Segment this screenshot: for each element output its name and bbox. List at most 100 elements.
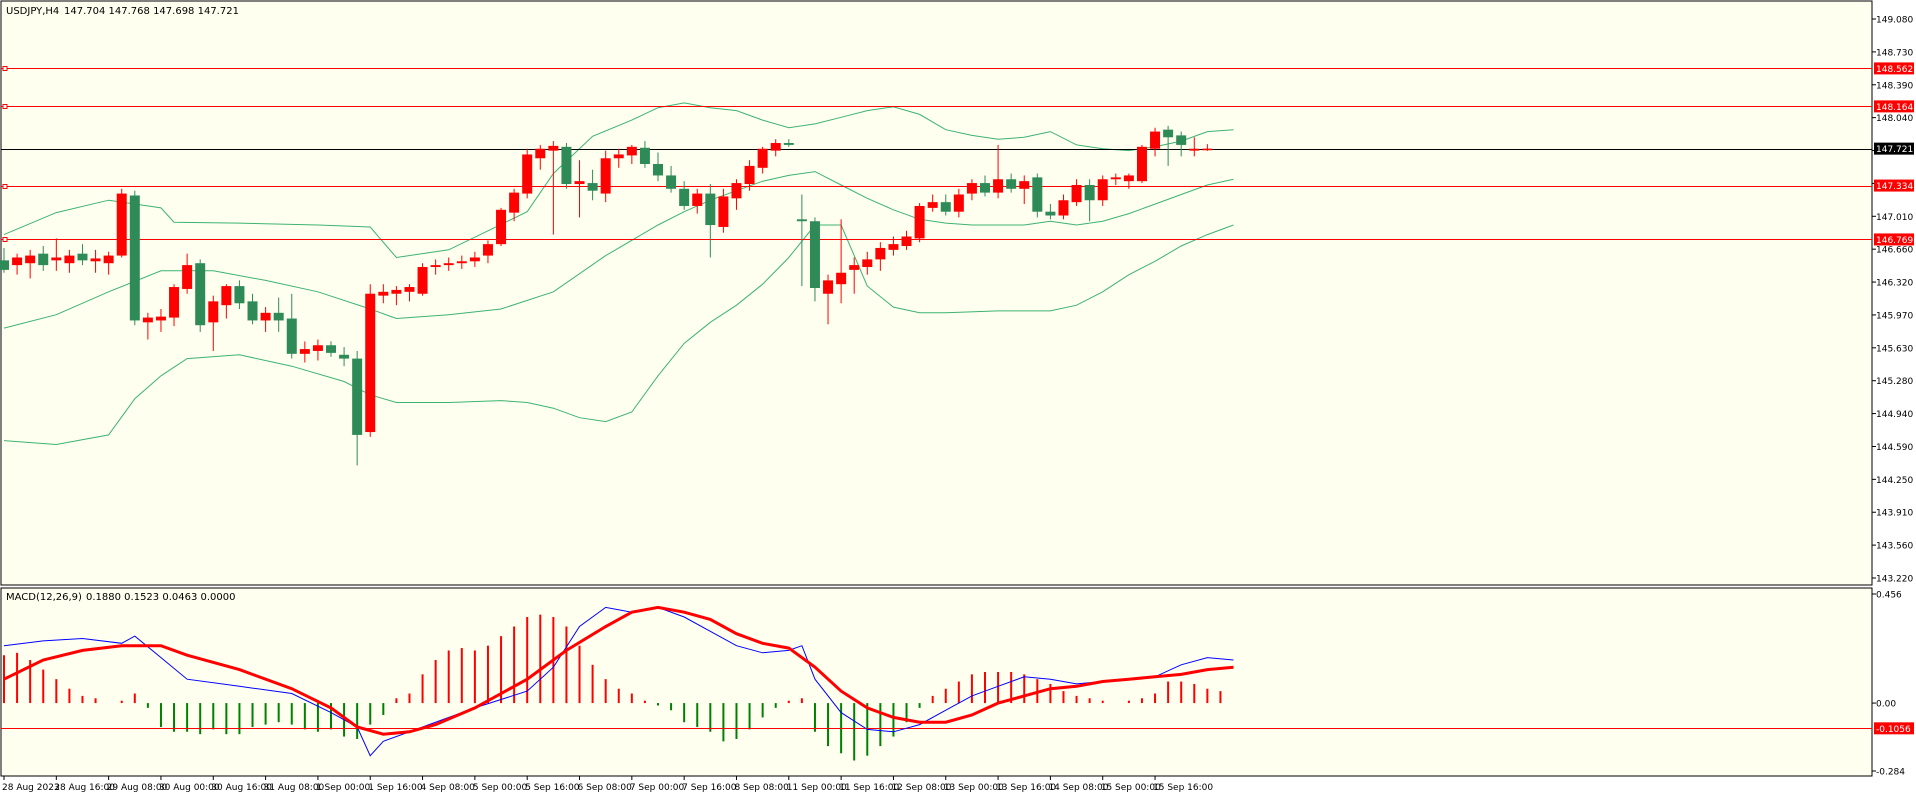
candle — [1071, 179, 1082, 206]
main-chart-area[interactable] — [0, 0, 1873, 586]
price-tick-label: 146.320 — [1876, 279, 1913, 289]
bollinger-bands — [3, 102, 1234, 446]
candle-body — [875, 247, 886, 260]
candle-body — [456, 261, 467, 264]
time-tick-label: 13 Sep 00:00 — [944, 783, 1004, 793]
candle-body — [770, 143, 781, 151]
candle — [1032, 173, 1043, 218]
candle — [1045, 204, 1056, 220]
candle — [796, 194, 807, 287]
candle — [51, 238, 62, 271]
candle-body — [862, 259, 873, 268]
level-4-tag — [1874, 233, 1914, 246]
candle — [823, 274, 834, 325]
candle-body — [535, 148, 546, 159]
price-axis: 149.080148.730148.390148.040147.700147.3… — [1872, 16, 1914, 778]
level-1-tag-label: 148.562 — [1876, 65, 1913, 75]
candle-body — [273, 312, 284, 321]
price-tick-label: 146.660 — [1876, 246, 1913, 256]
candle-body — [509, 192, 520, 213]
candle-body — [142, 317, 153, 323]
price-tick-label: 145.970 — [1876, 311, 1913, 321]
candle-body — [482, 244, 493, 256]
macd-indicator — [1, 605, 1872, 761]
level-2-tag-label: 148.164 — [1876, 103, 1913, 113]
candle-body — [352, 358, 363, 435]
candle — [260, 307, 271, 332]
candle — [116, 188, 127, 258]
candle — [522, 148, 533, 199]
level-handle-1[interactable] — [2, 66, 8, 71]
time-tick-label: 28 Aug 2023 — [2, 783, 60, 793]
candle-body — [639, 147, 650, 164]
level-handle-4[interactable] — [2, 237, 8, 242]
candle — [221, 284, 232, 319]
candle-body — [522, 154, 533, 194]
candle-body — [417, 267, 428, 294]
candle — [1176, 131, 1187, 157]
candle — [195, 259, 206, 332]
candle-body — [155, 316, 166, 321]
candle-body — [469, 257, 480, 262]
candle — [535, 144, 546, 170]
time-tick-label: 8 Sep 08:00 — [734, 783, 789, 793]
macd-chart-area[interactable] — [0, 587, 1873, 777]
candle-body — [953, 194, 964, 212]
candles — [0, 125, 1213, 466]
time-tick-label: 28 Aug 16:00 — [54, 783, 115, 793]
candle-body — [247, 301, 258, 321]
time-tick-label: 30 Aug 00:00 — [159, 783, 220, 793]
macd-info-label: MACD(12,26,9) — [6, 592, 82, 603]
candle — [1006, 173, 1017, 193]
level-handle-2[interactable] — [2, 104, 8, 109]
price-tick-label: 148.040 — [1876, 114, 1913, 124]
candle — [587, 169, 598, 201]
candle-body — [731, 183, 742, 199]
candle — [365, 284, 376, 437]
candle-body — [796, 219, 807, 222]
candle — [443, 257, 454, 271]
candle — [626, 144, 637, 164]
candle-body — [38, 253, 49, 266]
candle-body — [666, 175, 677, 189]
candle — [1084, 179, 1095, 222]
candle — [404, 284, 415, 302]
time-tick-label: 6 Sep 08:00 — [578, 783, 633, 793]
candle — [430, 259, 441, 275]
candle — [182, 253, 193, 294]
candle — [208, 295, 219, 351]
candle-body — [548, 145, 559, 151]
candle-body — [12, 257, 23, 266]
candle — [1136, 144, 1147, 184]
time-tick-label: 7 Sep 16:00 — [682, 783, 737, 793]
bollinger-upper-line — [3, 102, 1234, 259]
candle-body — [1136, 146, 1147, 182]
price-tick-label: 147.010 — [1876, 213, 1913, 223]
candle — [600, 150, 611, 203]
candle — [103, 251, 114, 275]
candle-body — [64, 255, 75, 264]
macd-main-line — [3, 606, 1234, 757]
candle — [312, 339, 323, 361]
candle — [980, 175, 990, 197]
candle-body — [809, 221, 820, 289]
time-tick-label: 15 Sep 00:00 — [1101, 783, 1161, 793]
level-3-tag — [1874, 179, 1914, 192]
candle — [1202, 144, 1213, 151]
candle — [770, 139, 781, 157]
candle — [1163, 125, 1174, 166]
candle — [953, 188, 964, 218]
candle-body — [653, 163, 663, 176]
level-handle-3[interactable] — [2, 184, 8, 189]
time-tick-label: 12 Sep 08:00 — [891, 783, 951, 793]
price-tick-label: 143.220 — [1876, 575, 1913, 585]
price-tick-label: 145.280 — [1876, 377, 1913, 387]
candle — [339, 347, 350, 367]
time-tick-label: 5 Sep 16:00 — [525, 783, 580, 793]
main-info-symbol: USDJPY,H4 — [6, 6, 59, 17]
candle-body — [496, 209, 507, 245]
candle-body — [326, 345, 336, 353]
main-info-values: 147.704 147.768 147.698 147.721 — [64, 6, 239, 17]
candle-body — [90, 258, 101, 262]
